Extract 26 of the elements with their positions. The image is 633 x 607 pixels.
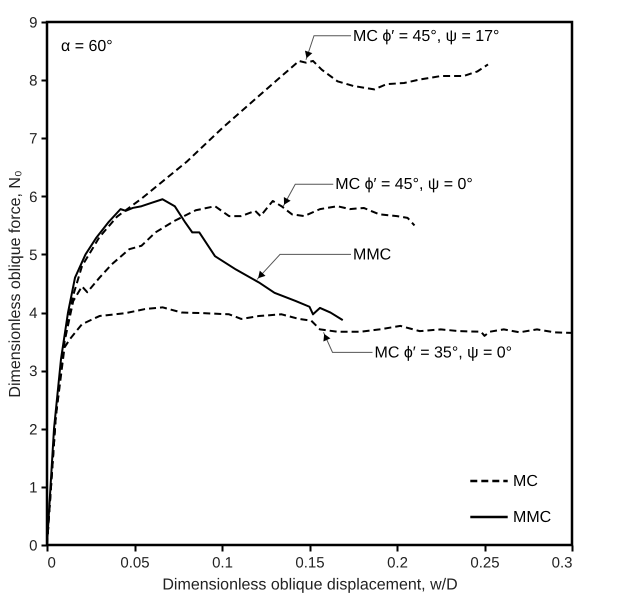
y-tick-label: 7 xyxy=(29,130,38,148)
x-tick-label: 0.05 xyxy=(120,554,150,572)
y-tick-label: 0 xyxy=(29,538,38,554)
y-tick-label: 3 xyxy=(29,363,38,380)
annotation: MC ϕ′ = 45°, ψ = 0° xyxy=(335,176,473,194)
y-tick-label: 2 xyxy=(29,421,38,438)
legend-label: MMC xyxy=(513,509,552,526)
y-tick-label: 4 xyxy=(29,305,38,322)
annotation: MMC xyxy=(353,246,392,264)
x-tick-label: 0.25 xyxy=(470,554,500,572)
annotation: MC ϕ′ = 35°, ψ = 0° xyxy=(374,344,512,362)
y-tick-label: 1 xyxy=(29,479,38,496)
y-tick-label: 9 xyxy=(29,14,38,32)
x-tick-label: 0.1 xyxy=(212,554,233,572)
y-tick-label: 8 xyxy=(29,72,38,90)
x-tick-label: 0.3 xyxy=(552,554,572,572)
x-tick-label: 0.15 xyxy=(295,554,325,572)
x-tick-label: 0 xyxy=(48,554,56,572)
y-axis-title: Dimensionless oblique force, N₀ xyxy=(7,170,24,398)
x-tick-label: 0.2 xyxy=(387,554,408,572)
annotation: MC ϕ′ = 45°, ψ = 17° xyxy=(353,28,500,45)
annotation: α = 60° xyxy=(61,38,113,55)
y-tick-label: 5 xyxy=(29,246,38,264)
x-axis-title: Dimensionless oblique displacement, w/D xyxy=(162,576,458,594)
y-tick-label: 6 xyxy=(29,188,38,206)
legend-label: MC xyxy=(513,473,538,490)
